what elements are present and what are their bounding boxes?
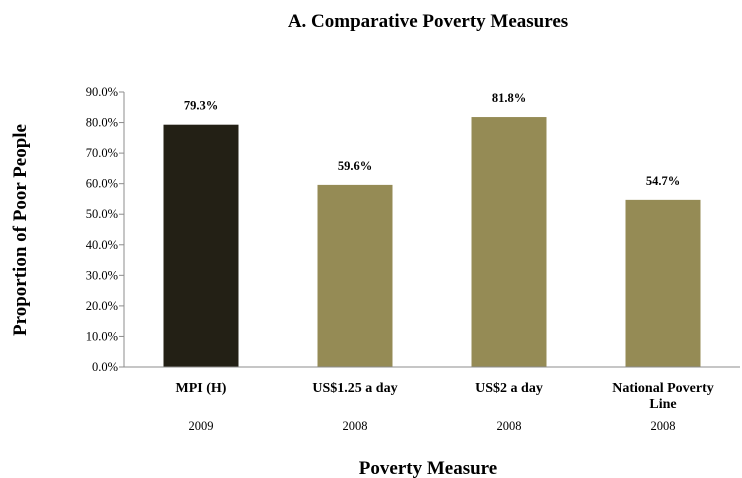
category-label: US$2 a day (475, 381, 543, 396)
y-tick-label: 10.0% (86, 329, 118, 343)
year-label: 2008 (497, 419, 522, 433)
y-tick-label: 90.0% (86, 85, 118, 99)
bar (317, 184, 393, 367)
y-tick-label: 20.0% (86, 299, 118, 313)
x-axis-title: Poverty Measure (359, 458, 497, 478)
year-label: 2008 (651, 419, 676, 433)
data-label: 81.8% (492, 91, 526, 105)
y-tick-label: 50.0% (86, 207, 118, 221)
category-label: US$1.25 a day (312, 381, 397, 396)
y-axis: 0.0% 10.0% 20.0% 30.0% 40.0% 50.0% 60.0% 70.0% 8… (86, 85, 124, 374)
bar (471, 117, 547, 367)
x-axis: MPI (H) 2009 US$1.25 a day 2008 US$2 a day 20… (176, 381, 714, 433)
y-tick-label: 70.0% (86, 146, 118, 160)
year-label: 2008 (343, 419, 368, 433)
y-tick-label: 80.0% (86, 116, 118, 130)
data-label: 59.6% (338, 159, 372, 173)
y-tick-label: 40.0% (86, 238, 118, 252)
data-label: 79.3% (184, 99, 218, 113)
y-axis-title: Proportion of Poor People (10, 124, 31, 336)
data-label: 54.7% (646, 174, 680, 188)
chart-title: A. Comparative Poverty Measures (288, 11, 568, 32)
y-tick-label: 30.0% (86, 268, 118, 282)
year-label: 2009 (189, 419, 214, 433)
data-labels: 79.3% 59.6% 81.8% 54.7% (184, 91, 680, 188)
y-tick-label: 0.0% (92, 360, 118, 374)
bar (163, 124, 239, 367)
bar (625, 199, 701, 367)
bars (163, 117, 701, 367)
y-tick-label: 60.0% (86, 177, 118, 191)
category-label: National Poverty Line (612, 381, 713, 412)
category-label: MPI (H) (176, 381, 227, 396)
